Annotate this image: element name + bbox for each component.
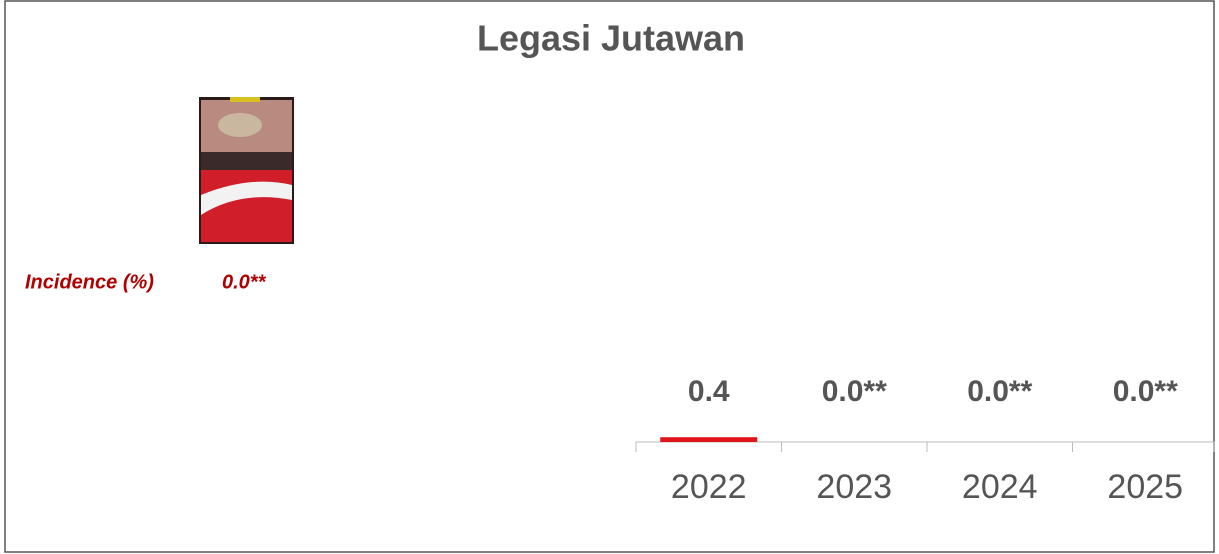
chart-title: Legasi Jutawan <box>477 18 745 59</box>
x-tick-label: 2023 <box>816 468 892 506</box>
x-tick-label: 2022 <box>671 468 747 506</box>
annotation-label: Incidence (%) <box>25 271 154 293</box>
x-tick-label: 2025 <box>1107 468 1183 506</box>
value-label: 0.4 <box>688 375 730 408</box>
x-tick-label: 2024 <box>962 468 1038 506</box>
value-label: 0.0** <box>967 375 1032 408</box>
value-label: 0.0** <box>1113 375 1178 408</box>
frame <box>4 0 1215 553</box>
pack-image <box>199 97 294 244</box>
annotation-value: 0.0** <box>222 271 267 293</box>
bar <box>660 437 758 442</box>
value-label: 0.0** <box>822 375 887 408</box>
